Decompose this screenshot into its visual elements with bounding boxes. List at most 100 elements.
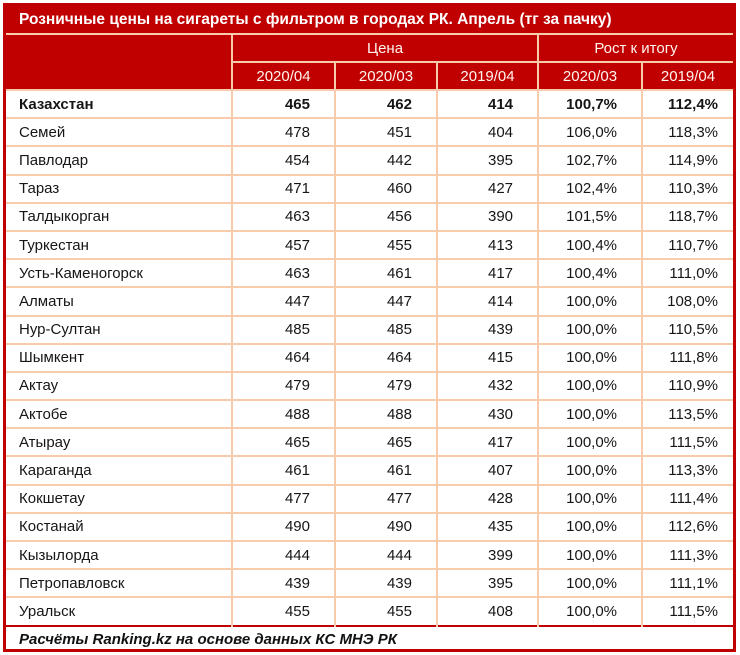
source-row: Расчёты Ranking.kz на основе данных КС М… [6, 624, 733, 653]
table-row: Костанай 490 490 435 100,0% 112,6% [6, 512, 733, 543]
value-cell: 395 [437, 569, 540, 599]
value-cell: 477 [335, 484, 438, 514]
value-cell: 439 [232, 569, 336, 599]
value-cell: 111,5% [642, 597, 733, 626]
row-label: Нур-Султан [6, 315, 233, 345]
table-row: Алматы 447 447 414 100,0% 108,0% [6, 287, 733, 317]
value-cell: 464 [232, 343, 336, 373]
table-row: Тараз 471 460 427 102,4% 110,3% [6, 174, 733, 204]
value-cell: 112,4% [642, 90, 733, 120]
value-cell: 414 [437, 90, 540, 120]
value-cell: 111,3% [642, 541, 733, 571]
value-cell: 101,5% [538, 202, 644, 232]
table-row-total: Казахстан 465 462 414 100,7% 112,4% [6, 90, 733, 120]
value-cell: 464 [335, 343, 438, 373]
value-cell: 100,0% [538, 400, 644, 430]
value-cell: 485 [232, 315, 336, 345]
col-header-price-2020-03: 2020/03 [335, 62, 438, 91]
value-cell: 100,0% [538, 343, 644, 373]
table-row: Семей 478 451 404 106,0% 118,3% [6, 118, 733, 148]
table-row: Атырау 465 465 417 100,0% 111,5% [6, 428, 733, 458]
value-cell: 435 [437, 512, 540, 543]
value-cell: 461 [335, 456, 438, 486]
value-cell: 465 [232, 428, 336, 458]
value-cell: 408 [437, 597, 540, 626]
value-cell: 100,4% [538, 259, 644, 289]
value-cell: 439 [437, 315, 540, 345]
value-cell: 111,5% [642, 428, 733, 458]
value-cell: 404 [437, 118, 540, 148]
value-cell: 102,7% [538, 146, 644, 176]
value-cell: 427 [437, 174, 540, 204]
value-cell: 439 [335, 569, 438, 599]
value-cell: 488 [335, 400, 438, 430]
value-cell: 102,4% [538, 174, 644, 204]
group-header-growth: Рост к итогу [538, 35, 733, 63]
value-cell: 461 [232, 456, 336, 486]
row-label: Актобе [6, 400, 233, 430]
value-cell: 110,3% [642, 174, 733, 204]
value-cell: 118,3% [642, 118, 733, 148]
table-row: Павлодар 454 442 395 102,7% 114,9% [6, 146, 733, 176]
value-cell: 490 [335, 512, 438, 543]
value-cell: 111,1% [642, 569, 733, 599]
value-cell: 479 [232, 371, 336, 402]
value-cell: 442 [335, 146, 438, 176]
table-row: Кокшетау 477 477 428 100,0% 111,4% [6, 484, 733, 514]
table-row: Уральск 455 455 408 100,0% 111,5% [6, 597, 733, 626]
value-cell: 111,0% [642, 259, 733, 289]
value-cell: 399 [437, 541, 540, 571]
cigarette-prices-table: Цена Рост к итогу 2020/04 2020/03 2019/0… [6, 35, 733, 653]
value-cell: 118,7% [642, 202, 733, 232]
value-cell: 113,3% [642, 456, 733, 486]
value-cell: 477 [232, 484, 336, 514]
value-cell: 395 [437, 146, 540, 176]
value-cell: 447 [232, 287, 336, 317]
row-label: Уральск [6, 597, 233, 626]
source-note: Расчёты Ranking.kz на основе данных КС М… [6, 624, 733, 653]
column-header-row: 2020/04 2020/03 2019/04 2020/03 2019/04 [6, 62, 733, 91]
table-row: Кызылорда 444 444 399 100,0% 111,3% [6, 541, 733, 571]
value-cell: 100,4% [538, 230, 644, 261]
value-cell: 465 [232, 90, 336, 120]
value-cell: 444 [232, 541, 336, 571]
row-label: Павлодар [6, 146, 233, 176]
value-cell: 415 [437, 343, 540, 373]
value-cell: 462 [335, 90, 438, 120]
value-cell: 100,0% [538, 456, 644, 486]
row-label: Тараз [6, 174, 233, 204]
table-row: Актобе 488 488 430 100,0% 113,5% [6, 400, 733, 430]
value-cell: 100,0% [538, 428, 644, 458]
group-header-row: Цена Рост к итогу [6, 35, 733, 91]
value-cell: 457 [232, 230, 336, 261]
value-cell: 447 [335, 287, 438, 317]
value-cell: 417 [437, 259, 540, 289]
value-cell: 428 [437, 484, 540, 514]
table-row: Нур-Султан 485 485 439 100,0% 110,5% [6, 315, 733, 345]
table-row: Шымкент 464 464 415 100,0% 111,8% [6, 343, 733, 373]
group-header-price: Цена [232, 35, 540, 63]
table-row: Актау 479 479 432 100,0% 110,9% [6, 371, 733, 402]
table-row: Караганда 461 461 407 100,0% 113,3% [6, 456, 733, 486]
value-cell: 111,4% [642, 484, 733, 514]
value-cell: 461 [335, 259, 438, 289]
value-cell: 455 [335, 597, 438, 626]
value-cell: 413 [437, 230, 540, 261]
value-cell: 465 [335, 428, 438, 458]
value-cell: 110,7% [642, 230, 733, 261]
row-label: Костанай [6, 512, 233, 543]
value-cell: 100,0% [538, 287, 644, 317]
value-cell: 490 [232, 512, 336, 543]
value-cell: 444 [335, 541, 438, 571]
value-cell: 454 [232, 146, 336, 176]
col-header-price-2020-04: 2020/04 [232, 62, 336, 91]
value-cell: 430 [437, 400, 540, 430]
value-cell: 111,8% [642, 343, 733, 373]
value-cell: 463 [232, 259, 336, 289]
table-row: Усть-Каменогорск 463 461 417 100,4% 111,0% [6, 259, 733, 289]
value-cell: 456 [335, 202, 438, 232]
value-cell: 460 [335, 174, 438, 204]
value-cell: 478 [232, 118, 336, 148]
table-body: Казахстан 465 462 414 100,7% 112,4% Семе… [6, 90, 733, 626]
value-cell: 114,9% [642, 146, 733, 176]
